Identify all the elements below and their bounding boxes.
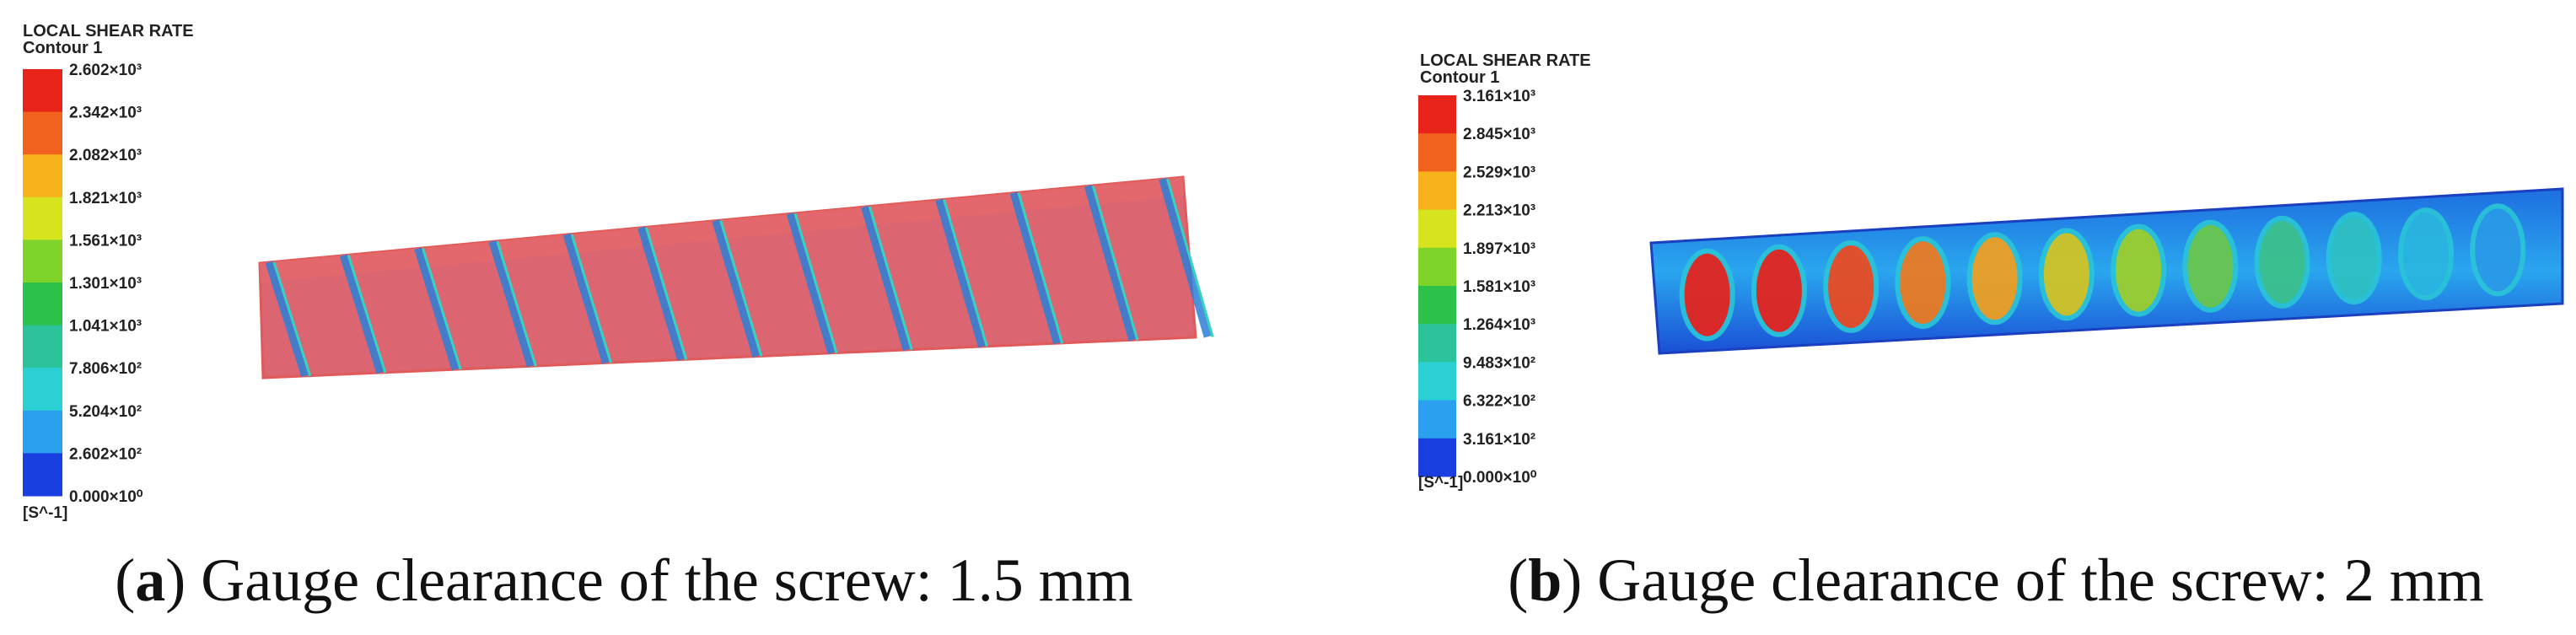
legend-label: 2.602×10² bbox=[69, 445, 142, 463]
screw-flight-edge bbox=[645, 227, 688, 360]
legend-label: 5.204×10² bbox=[69, 403, 142, 421]
colorbar-band bbox=[23, 410, 62, 454]
screw-flight bbox=[712, 219, 761, 358]
screw-flight bbox=[786, 213, 836, 355]
shear-cell bbox=[2254, 215, 2310, 309]
screw-flight bbox=[935, 198, 986, 348]
colorbar-band bbox=[1418, 362, 1456, 401]
legend-subtitle: Contour 1 bbox=[23, 39, 102, 57]
colorbar-band bbox=[23, 111, 62, 155]
legend-label: 1.561×10³ bbox=[69, 232, 142, 250]
shear-cell bbox=[1679, 248, 1735, 342]
screw-flight-edge bbox=[943, 199, 988, 347]
screw-flight bbox=[562, 233, 610, 364]
screw-flight-edge bbox=[272, 261, 312, 377]
legend-label: 2.845×10³ bbox=[1463, 126, 1535, 143]
colorbar-band bbox=[1418, 324, 1456, 363]
legend-label: 6.322×10² bbox=[1463, 393, 1535, 411]
screw-flight bbox=[339, 254, 385, 374]
screw-flight bbox=[1159, 178, 1212, 338]
legend-unit: [S^-1] bbox=[1418, 474, 1463, 492]
legend-subtitle: Contour 1 bbox=[1420, 68, 1499, 87]
legend-label: 0.000×10⁰ bbox=[69, 488, 143, 506]
colorbar-band bbox=[23, 453, 62, 497]
screw-flight bbox=[265, 261, 309, 378]
screw-flight-edge bbox=[793, 213, 838, 354]
screw-flight-edge bbox=[868, 206, 913, 351]
shear-cell bbox=[1966, 232, 2023, 326]
shear-cell bbox=[2111, 223, 2167, 317]
legend-label: 1.301×10³ bbox=[69, 275, 142, 293]
legend-label: 3.161×10³ bbox=[1463, 88, 1535, 105]
colorbar-band bbox=[1418, 209, 1456, 249]
legend-label: 1.264×10³ bbox=[1463, 316, 1535, 334]
screw-contour-b bbox=[1649, 187, 2564, 355]
shear-cell bbox=[2398, 207, 2455, 301]
caption-part: ( bbox=[1508, 546, 1528, 614]
caption-part: ) Gauge clearance of the screw: 1.5 mm bbox=[165, 546, 1132, 614]
screw-flight-edge bbox=[1166, 178, 1214, 337]
caption-part: a bbox=[135, 546, 165, 614]
screw-flight bbox=[637, 226, 686, 361]
shear-cell bbox=[1895, 236, 1951, 330]
legend-label: 1.041×10³ bbox=[69, 318, 142, 336]
colorbar-band bbox=[1418, 95, 1456, 134]
screw-flight bbox=[1084, 185, 1137, 342]
legend-label: 2.082×10³ bbox=[69, 147, 142, 164]
caption-part: ) Gauge clearance of the screw: 2 mm bbox=[1562, 546, 2483, 614]
legend-label: 7.806×10² bbox=[69, 360, 142, 378]
colorbar-band bbox=[23, 368, 62, 412]
legend-label: 2.602×10³ bbox=[69, 62, 142, 79]
colorbar-band bbox=[23, 196, 62, 240]
legend-label: 2.529×10³ bbox=[1463, 164, 1535, 181]
colorbar-band bbox=[23, 325, 62, 369]
screw-flight-edge bbox=[1017, 192, 1064, 344]
colorbar-band bbox=[23, 69, 62, 113]
screw-flight-edge bbox=[1091, 186, 1139, 341]
colorbar-band bbox=[23, 239, 62, 283]
screw-flight-edge bbox=[719, 220, 763, 358]
legend-label: 1.821×10³ bbox=[69, 190, 142, 207]
legend-label: 2.213×10³ bbox=[1463, 202, 1535, 220]
screw-flight bbox=[488, 239, 535, 368]
colorbar-band bbox=[1418, 400, 1456, 439]
colorbar-band bbox=[1418, 247, 1456, 287]
caption: (a) Gauge clearance of the screw: 1.5 mm bbox=[115, 546, 1132, 614]
colorbar-band bbox=[1418, 286, 1456, 325]
caption: (b) Gauge clearance of the screw: 2 mm bbox=[1508, 546, 2484, 614]
legend-label: 3.161×10² bbox=[1463, 431, 1535, 449]
legend-unit: [S^-1] bbox=[23, 504, 67, 522]
legend-title: LOCAL SHEAR RATE bbox=[23, 22, 194, 40]
screw-flight-edge bbox=[347, 255, 387, 374]
shear-cell bbox=[1823, 239, 1880, 333]
screw-flight bbox=[414, 247, 460, 371]
shear-cell bbox=[2038, 228, 2095, 321]
shear-cell bbox=[1750, 244, 1807, 337]
caption-part: b bbox=[1528, 546, 1562, 614]
screw-contour-a bbox=[258, 175, 1214, 379]
screw-flight-edge bbox=[422, 248, 462, 370]
legend-label: 2.342×10³ bbox=[69, 105, 142, 122]
legend-label: 9.483×10² bbox=[1463, 354, 1535, 372]
shear-cell bbox=[2470, 203, 2526, 297]
legend-label: 0.000×10⁰ bbox=[1463, 469, 1537, 487]
caption-part: ( bbox=[115, 546, 135, 614]
colorbar-band bbox=[1418, 171, 1456, 211]
legend-label: 1.897×10³ bbox=[1463, 240, 1535, 258]
colorbar-band bbox=[23, 283, 62, 326]
shear-cell bbox=[2326, 212, 2382, 305]
legend-label: 1.581×10³ bbox=[1463, 278, 1535, 296]
screw-flight bbox=[1009, 191, 1062, 345]
shear-cell bbox=[2182, 219, 2239, 313]
legend-title: LOCAL SHEAR RATE bbox=[1420, 51, 1591, 70]
screw-flight-edge bbox=[496, 240, 537, 367]
screw-flight bbox=[861, 205, 911, 352]
colorbar-band bbox=[1418, 133, 1456, 172]
colorbar-band bbox=[1418, 438, 1456, 477]
colorbar-band bbox=[23, 154, 62, 198]
screw-flight-edge bbox=[570, 234, 612, 363]
